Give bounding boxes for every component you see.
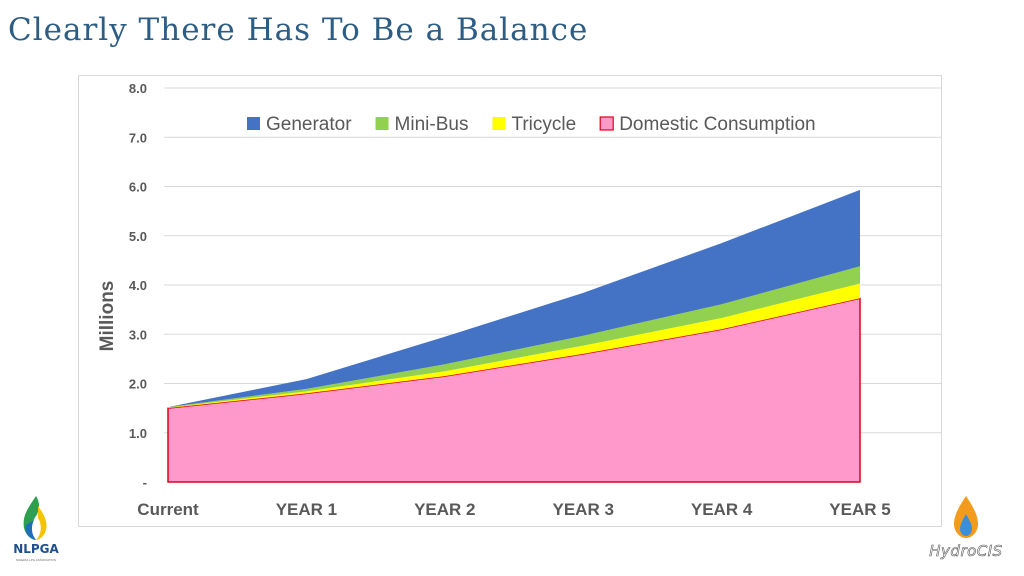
legend-swatch-generator <box>247 117 260 130</box>
y-tick-label: - <box>143 475 147 490</box>
legend-label-generator: Generator <box>266 114 352 135</box>
legend-swatch-mini-bus <box>375 117 389 130</box>
chart-legend: Generator Mini-Bus Tricycle Domestic Consum… <box>247 114 816 135</box>
hydrocis-logo-text: HydroCIS <box>929 542 1003 561</box>
nlpga-logo-tagline: NIGERIA LPG ASSOCIATION <box>16 558 56 562</box>
y-tick-label: 2.0 <box>129 377 147 392</box>
flame-icon <box>23 496 47 540</box>
y-axis-label: Millions <box>97 281 118 352</box>
y-axis: - 1.0 2.0 3.0 4.0 5.0 6.0 7.0 8.0 <box>129 81 147 490</box>
legend-label-domestic-consumption: Domestic Consumption <box>619 114 815 135</box>
nlpga-logo: NLPGA NIGERIA LPG ASSOCIATION <box>4 494 68 570</box>
hydrocis-logo: HydroCIS <box>914 494 1018 564</box>
x-tick-label: Current <box>137 500 199 519</box>
legend-label-tricycle: Tricycle <box>511 114 576 135</box>
y-tick-label: 8.0 <box>129 81 147 96</box>
y-tick-label: 7.0 <box>129 130 147 145</box>
legend-swatch-tricycle <box>492 117 506 130</box>
y-tick-label: 6.0 <box>129 180 147 195</box>
y-tick-label: 3.0 <box>129 327 147 342</box>
legend-swatch-domestic-consumption <box>599 116 614 131</box>
x-tick-label: YEAR 2 <box>414 500 475 519</box>
x-tick-label: YEAR 4 <box>691 500 753 519</box>
chart-frame: - 1.0 2.0 3.0 4.0 5.0 6.0 7.0 8.0 Current YEAR 1 Y… <box>78 75 942 527</box>
y-tick-label: 5.0 <box>129 229 147 244</box>
x-axis: Current YEAR 1 YEAR 2 YEAR 3 YEAR 4 YEAR 5 <box>137 500 890 519</box>
y-tick-label: 1.0 <box>129 426 147 441</box>
slide-title: Clearly There Has To Be a Balance <box>8 12 589 48</box>
area-series <box>167 189 861 483</box>
x-tick-label: YEAR 3 <box>552 500 613 519</box>
area-generator <box>168 189 860 408</box>
stacked-area-chart: - 1.0 2.0 3.0 4.0 5.0 6.0 7.0 8.0 Current YEAR 1 Y… <box>97 81 941 519</box>
legend-label-mini-bus: Mini-Bus <box>395 114 469 135</box>
x-tick-label: YEAR 5 <box>829 500 890 519</box>
y-tick-label: 4.0 <box>129 278 147 293</box>
x-tick-label: YEAR 1 <box>276 500 337 519</box>
nlpga-logo-text: NLPGA <box>13 542 59 556</box>
droplet-flame-icon <box>954 496 978 538</box>
